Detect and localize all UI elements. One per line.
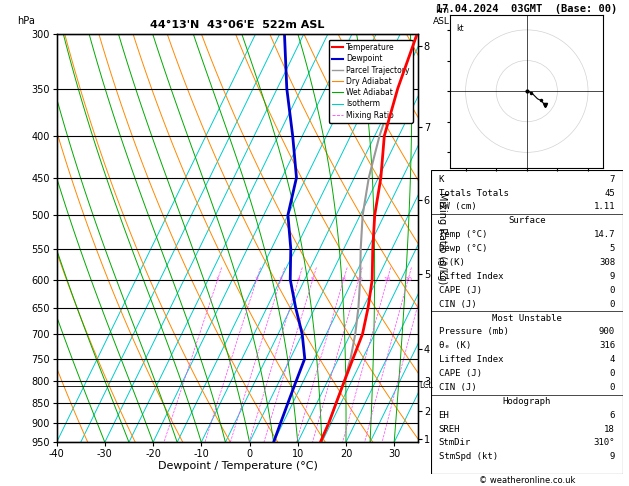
Text: StmDir: StmDir xyxy=(438,438,470,448)
Text: CIN (J): CIN (J) xyxy=(438,300,476,309)
Text: 9: 9 xyxy=(610,452,615,461)
Text: 0: 0 xyxy=(610,300,615,309)
Text: 4: 4 xyxy=(297,277,301,282)
Text: CAPE (J): CAPE (J) xyxy=(438,369,482,378)
Text: Dewp (°C): Dewp (°C) xyxy=(438,244,487,253)
Text: 900: 900 xyxy=(599,328,615,336)
Text: Most Unstable: Most Unstable xyxy=(492,313,562,323)
Text: 316: 316 xyxy=(599,341,615,350)
Text: 3: 3 xyxy=(279,277,283,282)
Text: LCL: LCL xyxy=(419,382,433,390)
Text: SREH: SREH xyxy=(438,425,460,434)
Text: CAPE (J): CAPE (J) xyxy=(438,286,482,295)
Text: Totals Totals: Totals Totals xyxy=(438,189,508,197)
Text: hPa: hPa xyxy=(17,16,35,26)
Text: 14.7: 14.7 xyxy=(594,230,615,239)
Text: kt: kt xyxy=(457,24,464,33)
Text: 310°: 310° xyxy=(594,438,615,448)
Text: km
ASL: km ASL xyxy=(433,6,450,26)
Text: Surface: Surface xyxy=(508,216,545,226)
Text: Pressure (mb): Pressure (mb) xyxy=(438,328,508,336)
Text: © weatheronline.co.uk: © weatheronline.co.uk xyxy=(479,476,575,485)
Text: 0: 0 xyxy=(610,383,615,392)
Y-axis label: Mixing Ratio (g/kg): Mixing Ratio (g/kg) xyxy=(437,192,447,284)
Text: CIN (J): CIN (J) xyxy=(438,383,476,392)
Text: 7: 7 xyxy=(610,174,615,184)
Text: 20: 20 xyxy=(404,277,412,282)
X-axis label: Dewpoint / Temperature (°C): Dewpoint / Temperature (°C) xyxy=(157,461,318,470)
Text: 4: 4 xyxy=(610,355,615,364)
Text: Lifted Index: Lifted Index xyxy=(438,355,503,364)
Legend: Temperature, Dewpoint, Parcel Trajectory, Dry Adiabat, Wet Adiabat, Isotherm, Mi: Temperature, Dewpoint, Parcel Trajectory… xyxy=(328,40,413,123)
Text: Hodograph: Hodograph xyxy=(503,397,551,406)
Text: 0: 0 xyxy=(610,369,615,378)
Text: 9: 9 xyxy=(610,272,615,281)
Text: EH: EH xyxy=(438,411,449,420)
Text: StmSpd (kt): StmSpd (kt) xyxy=(438,452,498,461)
Text: PW (cm): PW (cm) xyxy=(438,203,476,211)
Text: 10: 10 xyxy=(355,277,363,282)
Text: 1.11: 1.11 xyxy=(594,203,615,211)
Text: 18: 18 xyxy=(604,425,615,434)
Text: 8: 8 xyxy=(342,277,345,282)
Text: 45: 45 xyxy=(604,189,615,197)
Text: 2: 2 xyxy=(255,277,259,282)
Text: 1: 1 xyxy=(216,277,220,282)
Text: 5: 5 xyxy=(311,277,314,282)
Text: θₑ(K): θₑ(K) xyxy=(438,258,465,267)
Text: 17.04.2024  03GMT  (Base: 00): 17.04.2024 03GMT (Base: 00) xyxy=(436,3,618,14)
Text: Lifted Index: Lifted Index xyxy=(438,272,503,281)
Text: 5: 5 xyxy=(610,244,615,253)
Text: 308: 308 xyxy=(599,258,615,267)
Text: 6: 6 xyxy=(610,411,615,420)
Text: K: K xyxy=(438,174,444,184)
Text: 15: 15 xyxy=(384,277,391,282)
Text: θₑ (K): θₑ (K) xyxy=(438,341,470,350)
Text: Temp (°C): Temp (°C) xyxy=(438,230,487,239)
Title: 44°13'N  43°06'E  522m ASL: 44°13'N 43°06'E 522m ASL xyxy=(150,20,325,31)
Text: 0: 0 xyxy=(610,286,615,295)
